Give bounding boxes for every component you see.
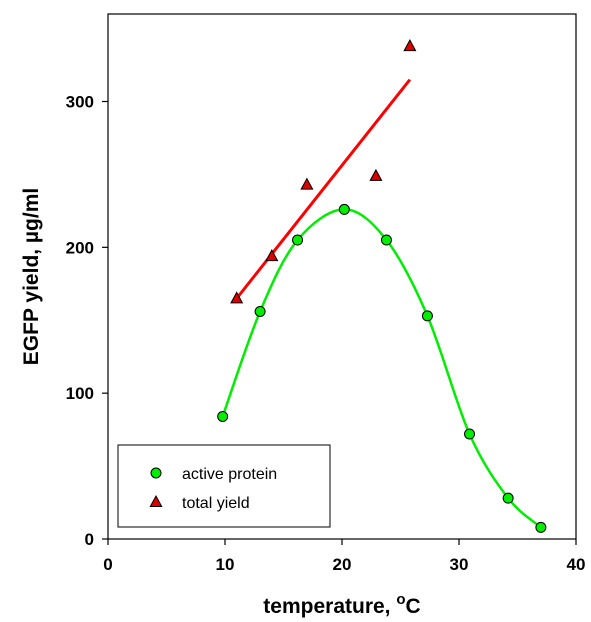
x-tick-label: 0 bbox=[103, 555, 112, 574]
active-protein-point bbox=[217, 411, 229, 422]
x-axis-title: temperature, oC bbox=[263, 591, 420, 618]
legend-box bbox=[117, 444, 331, 528]
active-protein-point bbox=[421, 310, 433, 322]
active-protein-point bbox=[338, 203, 350, 215]
y-tick-label: 0 bbox=[85, 530, 94, 549]
total-yield-point bbox=[369, 168, 383, 181]
active-protein-point bbox=[380, 234, 392, 246]
active-protein-point bbox=[254, 306, 266, 317]
axis-ticks: 0 10 20 30 40 0 100 200 300 bbox=[66, 93, 586, 575]
total-yield-point bbox=[230, 291, 244, 304]
y-tick-label: 300 bbox=[66, 93, 94, 112]
data-points bbox=[217, 39, 547, 533]
active-protein-point bbox=[464, 428, 476, 440]
y-axis-title: EGFP yield, µg/ml bbox=[20, 188, 43, 365]
x-axis-unit: C bbox=[406, 595, 421, 618]
y-tick-label: 200 bbox=[66, 238, 94, 257]
total-yield-point bbox=[300, 177, 314, 190]
legend-marker-total-yield bbox=[149, 494, 163, 507]
y-tick-label: 100 bbox=[66, 384, 94, 403]
x-tick-label: 20 bbox=[333, 555, 352, 574]
x-tick-label: 10 bbox=[216, 555, 235, 574]
x-axis-title-text: temperature, bbox=[263, 595, 396, 618]
total-yield-fit-line bbox=[235, 78, 412, 300]
active-protein-point bbox=[535, 521, 547, 533]
active-protein-point bbox=[502, 492, 514, 504]
legend-marker-active-protein bbox=[150, 467, 162, 479]
active-protein-point bbox=[292, 234, 304, 246]
legend-label-active-protein: active protein bbox=[182, 466, 277, 483]
total-yield-point bbox=[403, 39, 417, 52]
x-tick-label: 30 bbox=[450, 555, 469, 574]
legend-label-total-yield: total yield bbox=[182, 495, 250, 512]
x-axis-degree: o bbox=[396, 591, 405, 608]
x-tick-label: 40 bbox=[567, 555, 586, 574]
legend: active protein total yield bbox=[117, 444, 331, 528]
total-yield-point bbox=[265, 249, 279, 262]
